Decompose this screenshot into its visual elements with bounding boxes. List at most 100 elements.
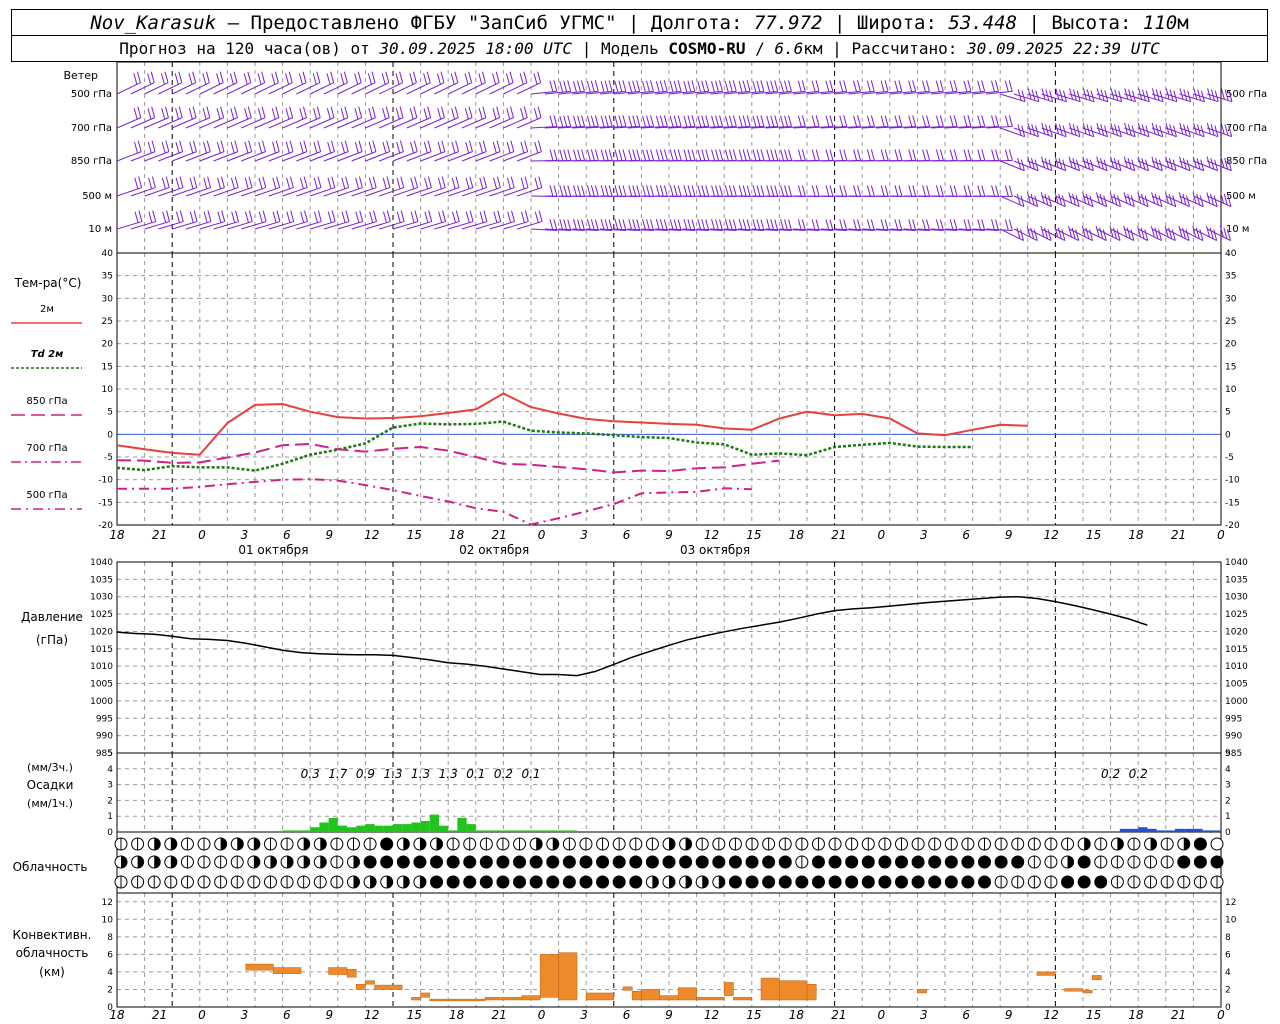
wind-barb-feather <box>746 80 751 92</box>
wind-barb-feather <box>381 73 386 85</box>
cloud-symbol <box>745 855 759 869</box>
wind-barb-feather <box>230 141 235 154</box>
wind-barb-feather <box>628 81 633 93</box>
wind-barb-feather <box>760 149 765 161</box>
wind-barb-feather <box>573 149 578 161</box>
wind-barb-feather <box>244 108 249 120</box>
wind-barb-feather <box>1085 193 1090 206</box>
y-tick-label: 990 <box>1225 732 1242 742</box>
wind-barb-feather <box>549 149 554 161</box>
convective-box <box>539 954 559 998</box>
wind-barb-feather <box>600 81 605 93</box>
wind-barb-feather <box>1123 225 1128 238</box>
cloud-symbol <box>728 837 742 851</box>
wind-barb-feather <box>160 73 165 85</box>
wind-barb-feather <box>316 106 321 118</box>
wind-barb-feather <box>701 80 706 92</box>
wind-barb-feather <box>410 211 415 223</box>
cloud-symbol <box>546 855 560 869</box>
precip-bar <box>549 830 559 832</box>
wind-barb-feather <box>573 115 578 128</box>
wind-barb-feather <box>1103 195 1108 207</box>
wind-barb-feather <box>1144 195 1149 207</box>
cloud-symbol <box>811 875 825 889</box>
y-tick-label: 10 <box>102 385 114 395</box>
cloud-symbol <box>728 875 742 889</box>
lon-value: 77.972 <box>753 12 823 34</box>
wind-barb-feather <box>175 177 180 190</box>
wind-barb-feather <box>567 185 572 197</box>
wind-barb <box>296 82 321 95</box>
wind-barb-feather <box>935 115 940 127</box>
wind-barb <box>310 221 336 230</box>
wind-barb <box>172 117 197 129</box>
cloud-half <box>1117 838 1124 850</box>
wind-barb-feather <box>1075 195 1080 207</box>
wind-barb-feather <box>655 149 660 161</box>
cloud-fill <box>513 856 526 868</box>
wind-barb-feather <box>628 185 633 197</box>
wind-barb-feather <box>880 149 885 161</box>
wind-barb-feather <box>742 219 747 231</box>
wind-barb-feather <box>386 176 391 188</box>
wind-barb <box>116 221 143 230</box>
wind-barb-feather <box>774 115 779 127</box>
wind-barb-feather <box>203 211 208 223</box>
wind-barb-feather <box>801 115 806 127</box>
wind-barb <box>130 187 156 197</box>
wind-barb <box>337 82 362 95</box>
wind-barb-feather <box>715 115 720 127</box>
cloud-symbol <box>346 855 360 869</box>
wind-barb-feather <box>234 140 239 152</box>
wind-barb <box>1055 195 1080 208</box>
wind-barb-feather <box>711 81 715 93</box>
cloud-symbol <box>695 837 709 851</box>
y-tick-label: 0 <box>107 1003 113 1013</box>
cloud-symbol <box>479 875 493 889</box>
wind-barb-feather <box>354 141 359 154</box>
cloud-symbol <box>180 837 194 851</box>
cloud-symbol <box>430 855 444 869</box>
wind-barb-feather <box>604 185 609 197</box>
wind-barb <box>185 117 211 129</box>
wind-barb-feather <box>577 185 582 197</box>
wind-barb-feather <box>1113 193 1118 206</box>
wind-barb-feather <box>1062 159 1067 171</box>
wind-barb-feather <box>1086 158 1091 170</box>
wind-barb-feather <box>683 218 688 231</box>
wind-barb <box>461 221 488 230</box>
wind-barb-feather <box>235 210 239 222</box>
convective-box <box>1091 975 1102 981</box>
wind-barb-feather <box>738 115 743 128</box>
y-tick-label: 1030 <box>1225 593 1248 603</box>
wind-barb-feather <box>1116 229 1121 241</box>
legend-label: 700 гПа <box>26 443 67 454</box>
wind-barb <box>213 187 239 197</box>
time-tick-label: 21 <box>492 1008 507 1022</box>
time-tick-label: 9 <box>1005 1008 1013 1022</box>
time-tick-label: 12 <box>364 1008 379 1022</box>
wind-barb-feather <box>752 185 757 197</box>
time-tick-label: 18 <box>449 1008 465 1022</box>
wind-barb <box>282 221 308 230</box>
wind-barb-feather <box>801 219 806 231</box>
wind-barb-feather <box>178 106 183 118</box>
cloud-symbol <box>529 855 543 869</box>
wind-barb-feather <box>520 108 525 120</box>
cloud-symbol <box>845 855 859 869</box>
cloud-symbol <box>430 837 444 851</box>
cloud-symbol <box>247 875 261 889</box>
wind-barb-feather <box>1183 89 1188 101</box>
cloud-symbol <box>247 837 261 851</box>
wind-barb-feather <box>839 80 844 92</box>
cloud-symbol <box>1210 855 1224 869</box>
cloud-symbol <box>413 875 427 889</box>
wind-barb-feather <box>221 210 226 222</box>
wind-barb-feather <box>857 149 862 161</box>
cloud-fill <box>530 856 543 868</box>
cloud-symbol <box>695 875 709 889</box>
convective-box <box>733 997 753 1001</box>
cloud-symbol <box>263 855 277 869</box>
y-tick-label: 1000 <box>1225 697 1248 707</box>
